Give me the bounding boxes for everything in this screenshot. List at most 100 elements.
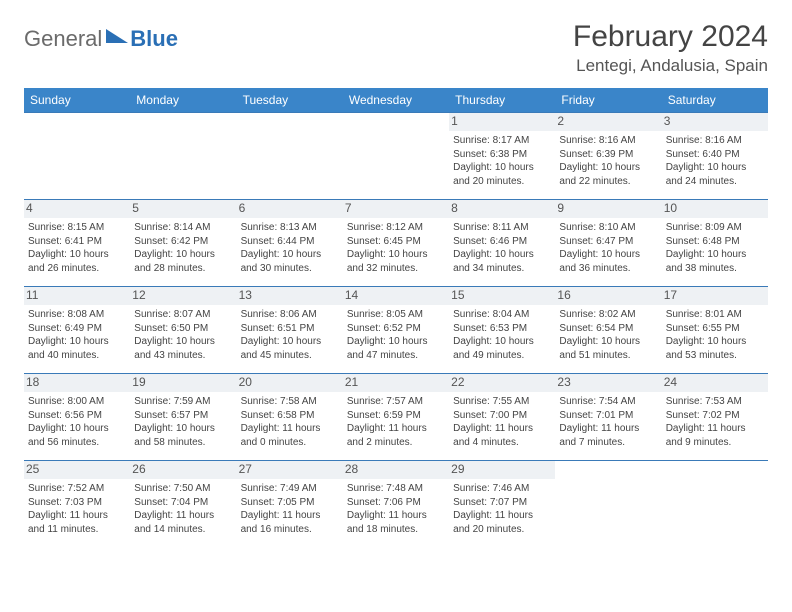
day-cell: 6Sunrise: 8:13 AMSunset: 6:44 PMDaylight…	[237, 200, 343, 286]
daylight-line: Daylight: 11 hours and 16 minutes.	[241, 509, 339, 536]
sunset-line: Sunset: 6:46 PM	[453, 235, 551, 249]
day-number: 1	[449, 113, 555, 131]
day-cell: 9 Sunrise: 8:10 AMSunset: 6:47 PMDaylight…	[555, 200, 661, 286]
sunset-line: Sunset: 6:38 PM	[453, 148, 551, 162]
sunrise-line: Sunrise: 8:16 AM	[666, 134, 764, 148]
week-row: 1Sunrise: 8:17 AMSunset: 6:38 PMDaylight…	[24, 112, 768, 199]
day-cell: 1Sunrise: 8:17 AMSunset: 6:38 PMDaylight…	[449, 113, 555, 199]
day-cell: 17Sunrise: 8:01 AMSunset: 6:55 PMDayligh…	[662, 287, 768, 373]
sunset-line: Sunset: 6:40 PM	[666, 148, 764, 162]
daylight-line: Daylight: 11 hours and 9 minutes.	[666, 422, 764, 449]
day-number: 28	[343, 461, 449, 479]
day-cell	[237, 113, 343, 199]
day-number: 15	[449, 287, 555, 305]
day-number: 9	[555, 200, 661, 218]
sunrise-line: Sunrise: 8:14 AM	[134, 221, 232, 235]
sunrise-line: Sunrise: 8:07 AM	[134, 308, 232, 322]
sunset-line: Sunset: 6:47 PM	[559, 235, 657, 249]
daylight-line: Daylight: 10 hours and 32 minutes.	[347, 248, 445, 275]
brand-logo: General Blue	[24, 26, 178, 52]
sunset-line: Sunset: 6:56 PM	[28, 409, 126, 423]
day-cell: 3Sunrise: 8:16 AMSunset: 6:40 PMDaylight…	[662, 113, 768, 199]
sunrise-line: Sunrise: 8:11 AM	[453, 221, 551, 235]
sunset-line: Sunset: 6:45 PM	[347, 235, 445, 249]
sunrise-line: Sunrise: 8:10 AM	[559, 221, 657, 235]
day-number: 20	[237, 374, 343, 392]
dow-header: Friday	[555, 88, 661, 112]
day-number: 27	[237, 461, 343, 479]
day-cell: 8Sunrise: 8:11 AMSunset: 6:46 PMDaylight…	[449, 200, 555, 286]
day-cell: 5Sunrise: 8:14 AMSunset: 6:42 PMDaylight…	[130, 200, 236, 286]
sunset-line: Sunset: 6:53 PM	[453, 322, 551, 336]
sunset-line: Sunset: 7:06 PM	[347, 496, 445, 510]
day-cell: 4Sunrise: 8:15 AMSunset: 6:41 PMDaylight…	[24, 200, 130, 286]
day-cell: 11Sunrise: 8:08 AMSunset: 6:49 PMDayligh…	[24, 287, 130, 373]
daylight-line: Daylight: 10 hours and 47 minutes.	[347, 335, 445, 362]
day-number: 13	[237, 287, 343, 305]
daylight-line: Daylight: 11 hours and 0 minutes.	[241, 422, 339, 449]
day-number: 18	[24, 374, 130, 392]
sunset-line: Sunset: 6:57 PM	[134, 409, 232, 423]
day-number: 25	[24, 461, 130, 479]
brand-name: General	[24, 26, 102, 52]
day-cell	[555, 461, 661, 547]
week-row: 25 Sunrise: 7:52 AMSunset: 7:03 PM Dayligh…	[24, 460, 768, 547]
day-of-week-row: SundayMondayTuesdayWednesdayThursdayFrid…	[24, 88, 768, 112]
sunrise-line: Sunrise: 8:09 AM	[666, 221, 764, 235]
daylight-line: Daylight: 10 hours and 56 minutes.	[28, 422, 126, 449]
daylight-line: Daylight: 10 hours and 43 minutes.	[134, 335, 232, 362]
day-number: 8	[449, 200, 555, 218]
sunrise-line: Sunrise: 8:05 AM	[347, 308, 445, 322]
page-header: General Blue February 2024 Lentegi, Anda…	[24, 20, 768, 76]
daylight-line: Daylight: 11 hours and 20 minutes.	[453, 509, 551, 536]
daylight-line: Daylight: 10 hours and 40 minutes.	[28, 335, 126, 362]
day-cell	[24, 113, 130, 199]
day-number: 2	[555, 113, 661, 131]
daylight-line: Daylight: 10 hours and 49 minutes.	[453, 335, 551, 362]
day-cell	[662, 461, 768, 547]
sunset-line: Sunset: 6:42 PM	[134, 235, 232, 249]
sunset-line: Sunset: 6:55 PM	[666, 322, 764, 336]
sunset-line: Sunset: 6:41 PM	[28, 235, 126, 249]
day-number: 22	[449, 374, 555, 392]
dow-header: Monday	[130, 88, 236, 112]
daylight-line: Daylight: 10 hours and 26 minutes.	[28, 248, 126, 275]
day-cell: 21Sunrise: 7:57 AMSunset: 6:59 PMDayligh…	[343, 374, 449, 460]
sunrise-line: Sunrise: 8:16 AM	[559, 134, 657, 148]
sunrise-line: Sunrise: 7:49 AM	[241, 482, 339, 496]
day-cell: 26Sunrise: 7:50 AMSunset: 7:04 PMDayligh…	[130, 461, 236, 547]
sunset-line: Sunset: 6:59 PM	[347, 409, 445, 423]
day-number: 23	[555, 374, 661, 392]
daylight-line: Daylight: 11 hours and 4 minutes.	[453, 422, 551, 449]
week-row: 18Sunrise: 8:00 AMSunset: 6:56 PMDayligh…	[24, 373, 768, 460]
daylight-line: Daylight: 11 hours and 2 minutes.	[347, 422, 445, 449]
day-cell	[130, 113, 236, 199]
daylight-line: Daylight: 10 hours and 20 minutes.	[453, 161, 551, 188]
daylight-line: Daylight: 11 hours and 18 minutes.	[347, 509, 445, 536]
sunset-line: Sunset: 7:03 PM	[28, 496, 126, 510]
daylight-line: Daylight: 10 hours and 36 minutes.	[559, 248, 657, 275]
sunset-line: Sunset: 6:48 PM	[666, 235, 764, 249]
month-title: February 2024	[573, 20, 768, 54]
day-number: 17	[662, 287, 768, 305]
sunset-line: Sunset: 6:51 PM	[241, 322, 339, 336]
sunrise-line: Sunrise: 8:13 AM	[241, 221, 339, 235]
daylight-line: Daylight: 10 hours and 53 minutes.	[666, 335, 764, 362]
sunset-line: Sunset: 6:49 PM	[28, 322, 126, 336]
daylight-line: Daylight: 10 hours and 51 minutes.	[559, 335, 657, 362]
sunset-line: Sunset: 6:44 PM	[241, 235, 339, 249]
sunrise-line: Sunrise: 7:53 AM	[666, 395, 764, 409]
day-cell	[343, 113, 449, 199]
sunrise-line: Sunrise: 7:58 AM	[241, 395, 339, 409]
sunset-line: Sunset: 6:52 PM	[347, 322, 445, 336]
sunrise-line: Sunrise: 7:54 AM	[559, 395, 657, 409]
day-cell: 27Sunrise: 7:49 AMSunset: 7:05 PMDayligh…	[237, 461, 343, 547]
day-number: 4	[24, 200, 130, 218]
sunrise-line: Sunrise: 7:52 AM	[28, 482, 126, 496]
sunset-line: Sunset: 6:54 PM	[559, 322, 657, 336]
day-number: 7	[343, 200, 449, 218]
day-cell: 28 Sunrise: 7:48 AMSunset: 7:06 PMDayligh…	[343, 461, 449, 547]
sunrise-line: Sunrise: 7:48 AM	[347, 482, 445, 496]
day-cell: 22Sunrise: 7:55 AMSunset: 7:00 PMDayligh…	[449, 374, 555, 460]
day-number: 3	[662, 113, 768, 131]
